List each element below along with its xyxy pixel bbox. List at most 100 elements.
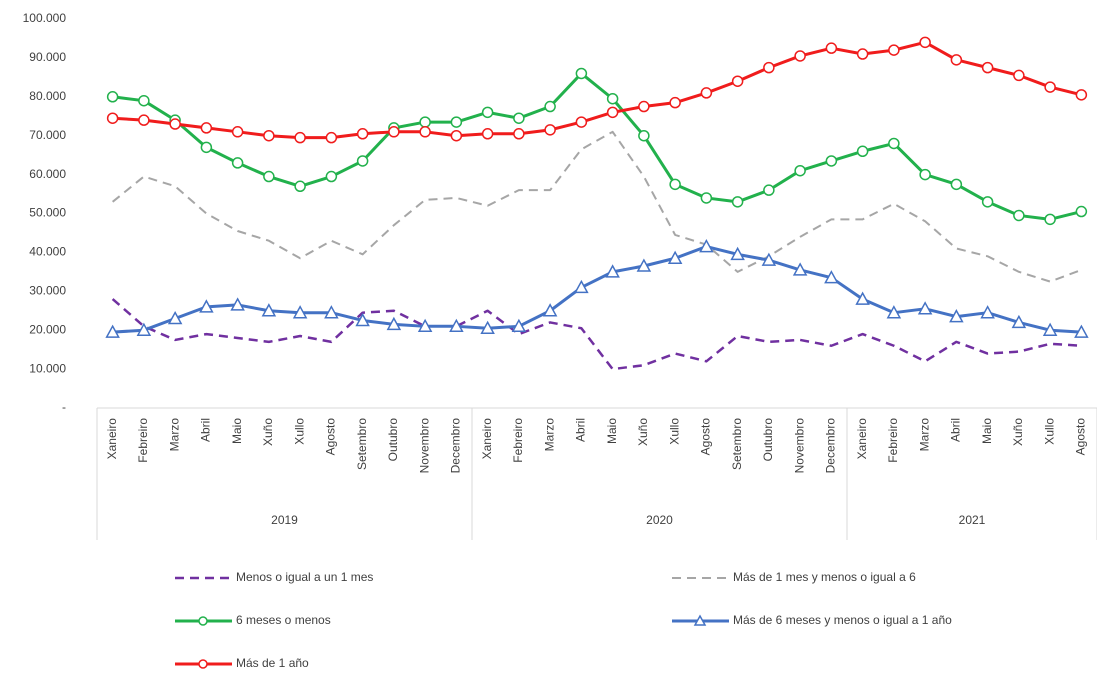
line-marker — [261, 303, 277, 317]
x-tick-label: Outubro — [386, 418, 400, 462]
y-tick-label: 50.000 — [29, 206, 66, 220]
line-marker — [950, 178, 963, 191]
line-marker — [542, 303, 558, 317]
line-marker — [200, 122, 213, 134]
x-group-label: 2021 — [959, 513, 986, 527]
series-line — [111, 130, 1082, 283]
legend-label: 6 meses o menos — [236, 613, 331, 627]
series-line — [112, 40, 1082, 140]
line-marker — [761, 252, 777, 266]
line-marker — [888, 137, 900, 150]
line-marker — [700, 192, 713, 204]
x-tick-label: Novembro — [417, 418, 431, 474]
line-marker — [263, 129, 275, 142]
x-tick-label: Setembro — [730, 418, 744, 470]
legend-marker — [198, 616, 208, 626]
line-marker — [606, 92, 619, 105]
line-marker — [136, 322, 152, 336]
line-marker — [356, 155, 369, 167]
x-tick-label: Xullo — [292, 418, 306, 445]
line-marker — [1044, 213, 1056, 226]
line-marker — [513, 112, 525, 124]
line-marker — [292, 305, 308, 319]
line-marker — [669, 96, 681, 109]
x-tick-label: Setembro — [355, 418, 369, 470]
line-marker — [355, 312, 370, 327]
x-tick-label: Abril — [949, 418, 963, 442]
x-tick-label: Febreiro — [886, 418, 900, 463]
line-marker — [231, 157, 244, 169]
line-marker — [949, 309, 964, 323]
y-tick-label: 30.000 — [29, 283, 66, 297]
line-marker — [388, 126, 400, 138]
line-marker — [825, 42, 838, 54]
legend-label: Más de 1 año — [236, 656, 309, 670]
line-marker — [730, 246, 745, 261]
line-marker — [417, 318, 433, 333]
x-tick-label: Maio — [230, 418, 244, 444]
line-marker — [575, 67, 588, 80]
x-tick-label: Outubro — [761, 418, 775, 462]
line-marker — [825, 155, 838, 167]
line-marker — [1044, 81, 1056, 93]
x-tick-label: Xaneiro — [105, 418, 119, 460]
line-marker — [638, 129, 650, 142]
line-marker — [169, 118, 181, 130]
line-marker — [450, 116, 463, 128]
line-marker — [105, 324, 120, 338]
x-tick-label: Maio — [605, 418, 619, 444]
x-tick-label: Marzo — [542, 418, 556, 452]
legend-label: Más de 1 mes y menos o igual a 6 — [733, 570, 916, 584]
line-marker — [669, 178, 681, 191]
line-marker — [919, 168, 931, 181]
line-marker — [449, 318, 464, 333]
line-marker — [1075, 205, 1088, 218]
x-tick-label: Xullo — [667, 418, 681, 445]
legend-label: Más de 6 meses y menos o igual a 1 año — [733, 613, 952, 627]
line-marker — [481, 128, 494, 140]
line-marker — [263, 170, 275, 183]
line-marker — [794, 50, 806, 62]
line-marker — [294, 131, 306, 144]
line-marker — [606, 106, 619, 119]
line-marker — [324, 305, 339, 319]
line-marker — [856, 48, 869, 60]
y-tick-label: 70.000 — [29, 128, 66, 142]
line-marker — [605, 264, 620, 278]
line-marker — [231, 126, 244, 138]
line-marker — [294, 180, 306, 193]
line-marker — [386, 316, 402, 331]
series-line — [111, 298, 1082, 371]
x-tick-label: Abril — [574, 418, 588, 442]
line-marker — [919, 36, 931, 49]
line-marker — [1074, 324, 1089, 338]
line-marker — [638, 100, 650, 113]
y-tick-label: 10.000 — [29, 361, 66, 375]
y-tick-label: 40.000 — [29, 245, 66, 259]
x-tick-label: Xaneiro — [480, 418, 494, 460]
line-marker — [544, 124, 556, 136]
legend-marker — [198, 659, 208, 669]
line-marker — [1075, 89, 1088, 101]
line-marker — [1013, 209, 1025, 222]
x-group-label: 2020 — [646, 513, 673, 527]
x-tick-label: Febreiro — [136, 418, 150, 463]
x-tick-label: Decembro — [449, 418, 463, 474]
line-marker — [511, 318, 527, 333]
line-marker — [481, 106, 494, 119]
line-marker — [450, 129, 463, 142]
legend-label: Menos o igual a un 1 mes — [236, 570, 373, 584]
y-tick-label: - — [62, 400, 66, 414]
line-marker — [575, 116, 588, 128]
x-tick-label: Maio — [980, 418, 994, 444]
line-marker — [792, 262, 808, 276]
line-marker — [636, 258, 652, 272]
line-marker — [200, 141, 213, 154]
line-marker — [981, 196, 994, 208]
line-marker — [950, 54, 963, 66]
line-marker — [1013, 69, 1025, 82]
line-marker — [574, 279, 589, 294]
line-marker — [199, 299, 214, 313]
x-tick-label: Agosto — [1074, 418, 1088, 456]
y-tick-label: 90.000 — [29, 50, 66, 64]
